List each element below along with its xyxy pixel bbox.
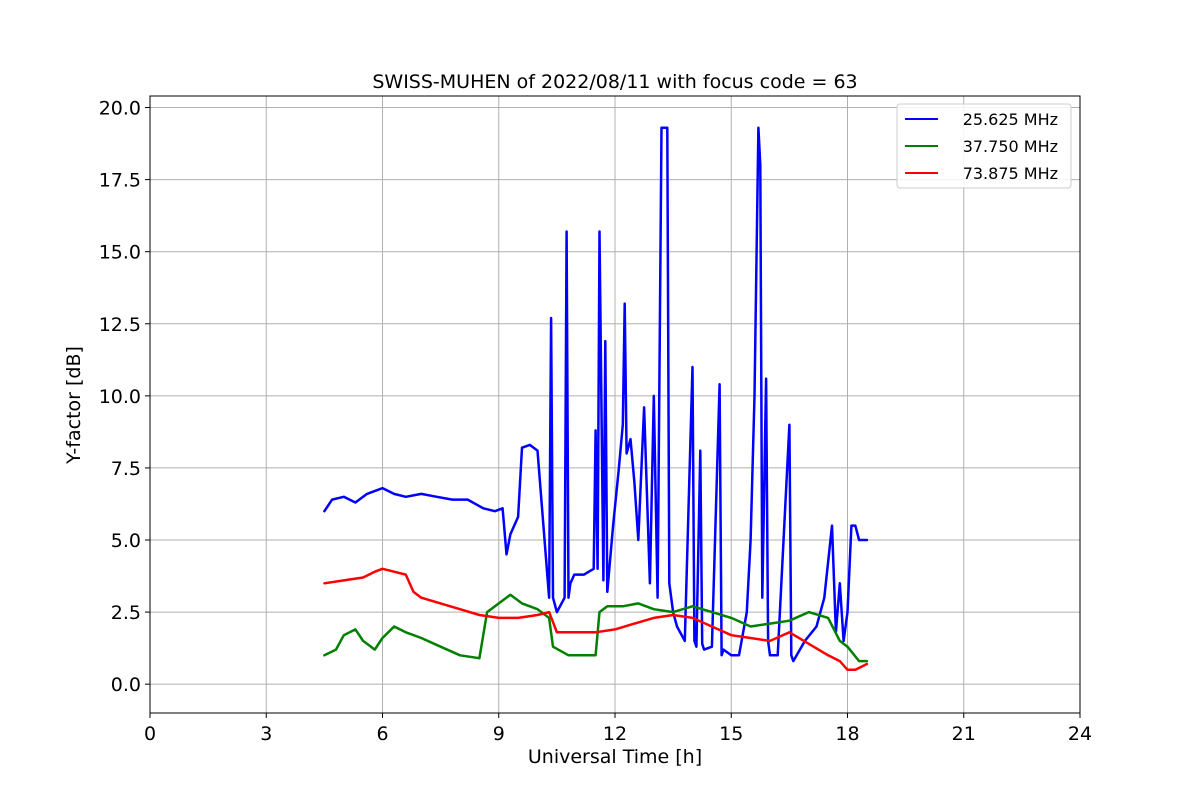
y-tick-label: 5.0 xyxy=(111,530,141,552)
legend-box xyxy=(896,103,1072,189)
legend-label-1: 25.625 MHz xyxy=(963,110,1058,129)
series-layer xyxy=(323,126,869,672)
x-tick-label: 15 xyxy=(719,723,743,745)
y-tick-label: 17.5 xyxy=(99,170,141,192)
y-tick-label: 12.5 xyxy=(99,314,141,336)
x-axis-label: Universal Time [h] xyxy=(528,746,702,768)
y-tick-label: 10.0 xyxy=(99,386,141,408)
x-tick-label: 3 xyxy=(260,723,272,745)
legend: 25.625 MHz 37.750 MHz 73.875 MHz xyxy=(896,103,1072,189)
chart-title: SWISS-MUHEN of 2022/08/11 with focus cod… xyxy=(372,71,857,93)
series-line-1 xyxy=(323,126,869,663)
x-tick-label: 0 xyxy=(144,723,156,745)
y-tick-label: 7.5 xyxy=(111,458,141,480)
y-tick-label: 0.0 xyxy=(111,674,141,696)
x-tick-label: 12 xyxy=(603,723,627,745)
x-tick-label: 6 xyxy=(376,723,388,745)
x-tick-label: 24 xyxy=(1068,723,1092,745)
legend-label-3: 73.875 MHz xyxy=(963,164,1058,183)
x-tick-label: 9 xyxy=(493,723,505,745)
series-line-3 xyxy=(323,567,869,672)
y-axis-label: Y-factor [dB] xyxy=(63,346,85,465)
x-tick-label: 18 xyxy=(835,723,859,745)
y-tick-label: 15.0 xyxy=(99,242,141,264)
series-line-2 xyxy=(323,593,869,663)
legend-label-2: 37.750 MHz xyxy=(963,137,1058,156)
tick-layer: 0 3 6 9 12 15 18 21 24 0.0 2.5 5.0 7.5 10.0 12.5 15.0 17… xyxy=(99,98,1092,745)
y-tick-label: 20.0 xyxy=(99,98,141,120)
y-tick-label: 2.5 xyxy=(111,602,141,624)
x-tick-label: 21 xyxy=(952,723,976,745)
